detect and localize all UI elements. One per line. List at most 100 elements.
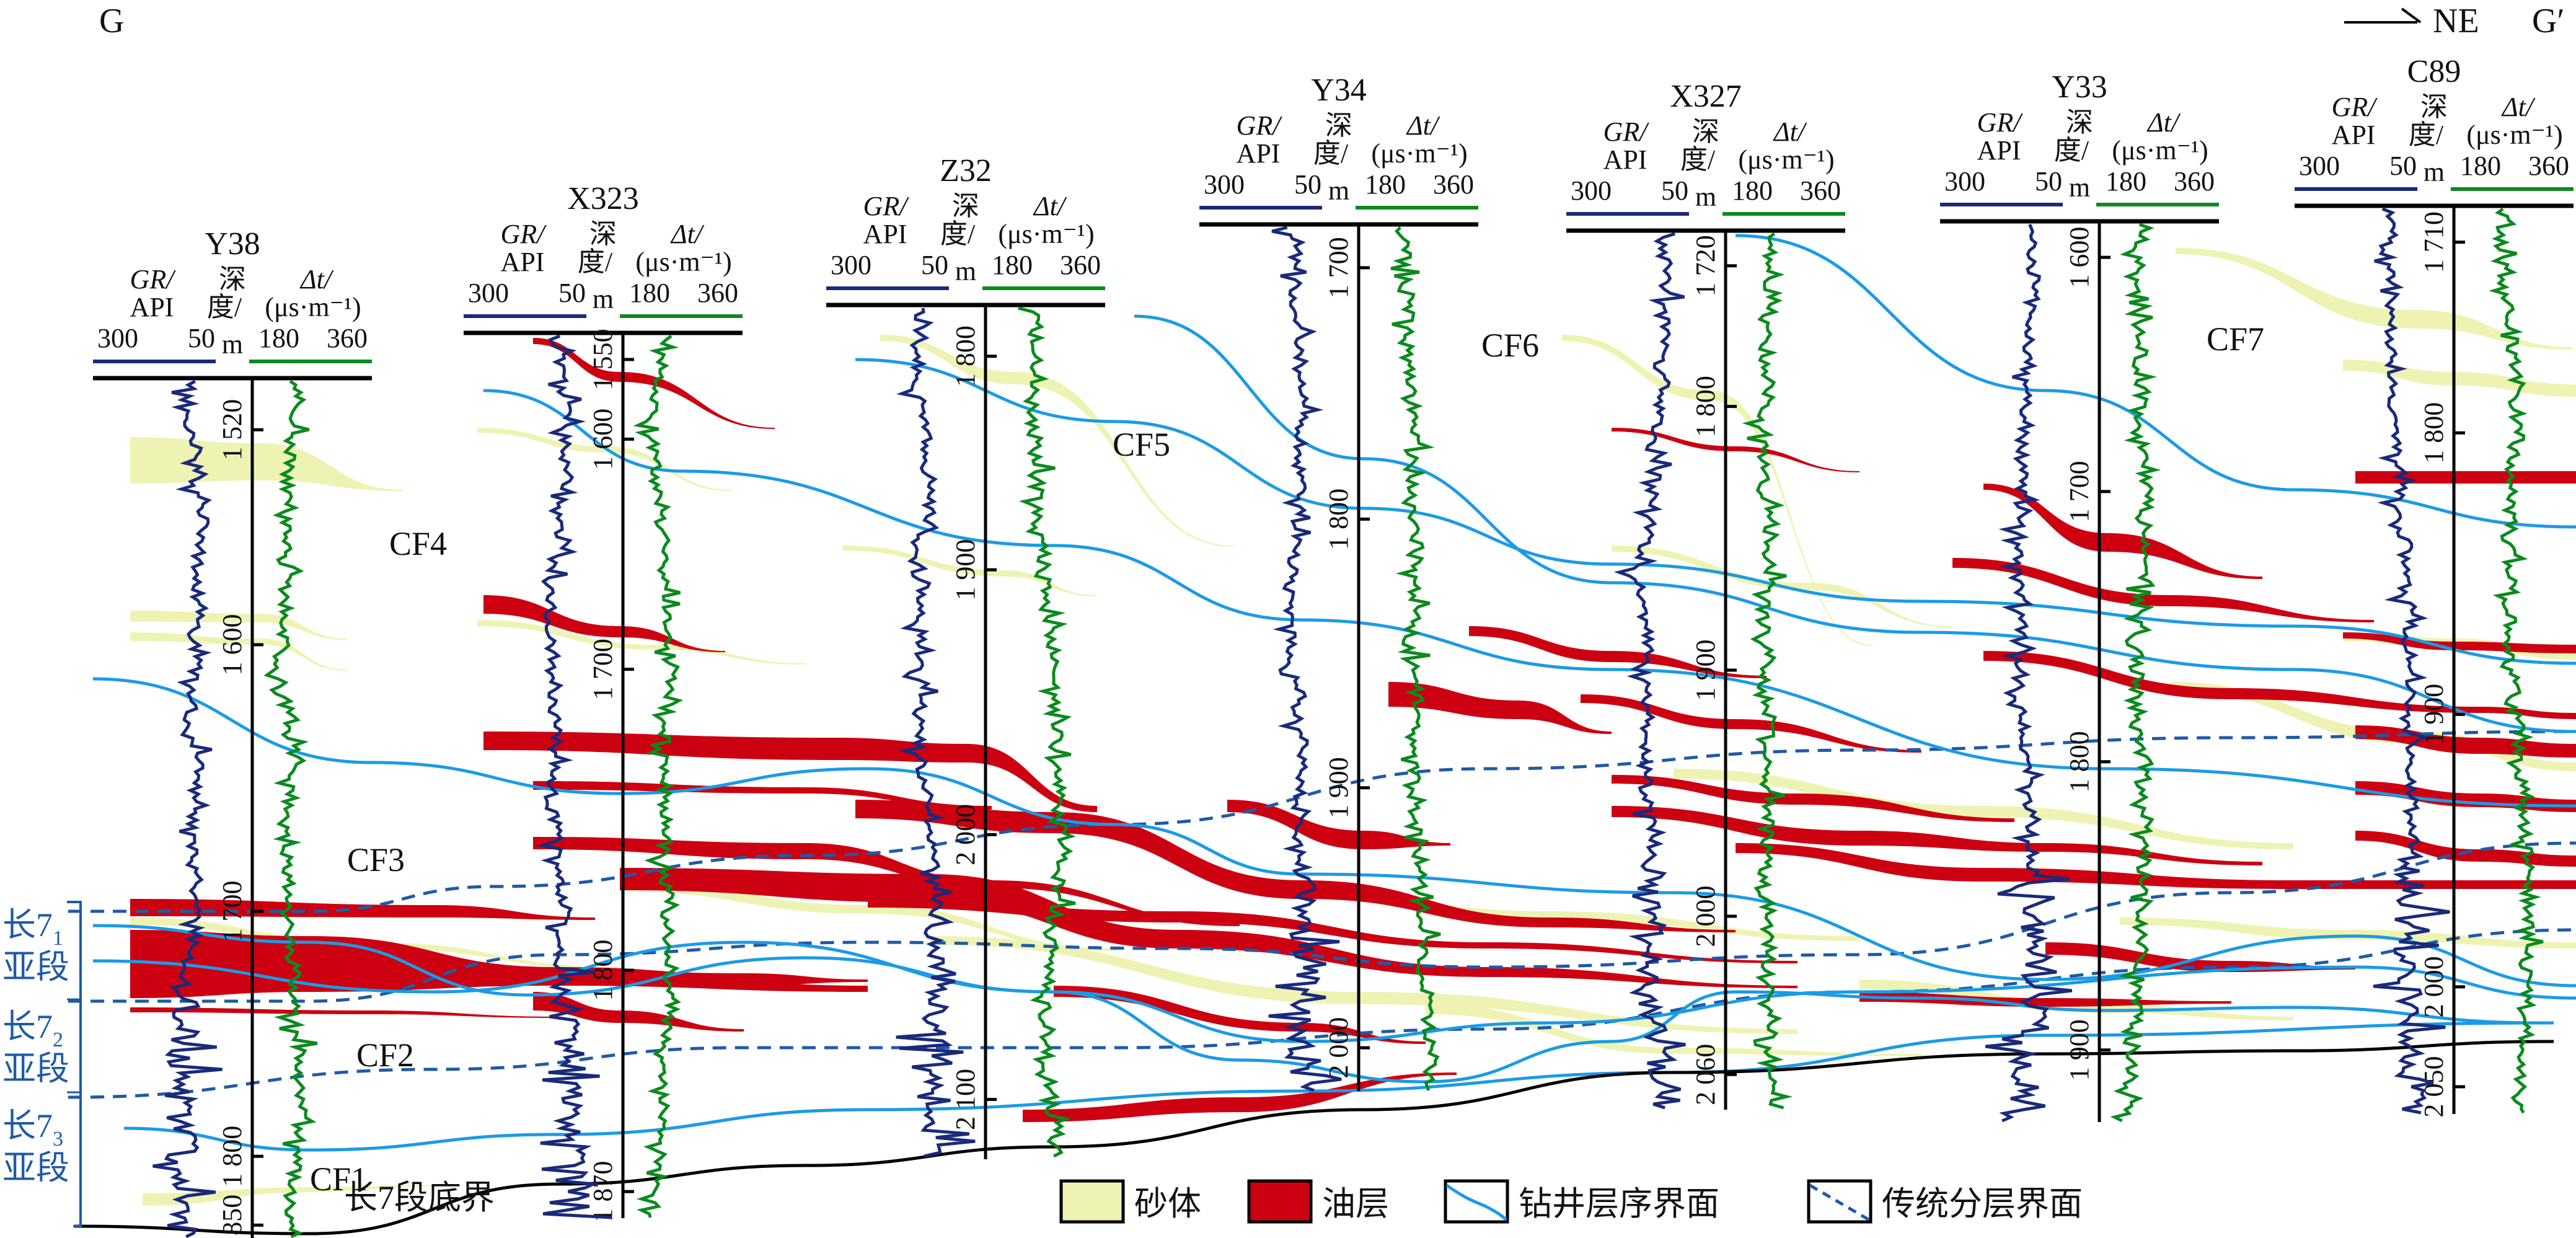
depth-tick-label: 1 800 xyxy=(2419,402,2449,464)
well-y38: Y38 GR/API 深度/Δt/(μs·m⁻¹) 300 50 m 180 360 1 520… xyxy=(93,226,372,1238)
well-name: Y34 xyxy=(1311,73,1367,108)
chang7-base-line xyxy=(74,1040,2554,1236)
chang7-base-boundary xyxy=(74,1040,2554,1236)
depth-tick-label: 1 900 xyxy=(2419,684,2449,745)
gr-header-label: GR/ xyxy=(1603,117,1650,147)
dt-header-label: Δt/ xyxy=(670,219,705,249)
dt-scale-max: 360 xyxy=(327,323,368,353)
depth-unit-m: m xyxy=(955,256,976,286)
legend-item-trad: 传统分层界面 xyxy=(1807,1179,2083,1224)
depth-unit-m: m xyxy=(1695,182,1716,212)
sand-body xyxy=(1562,335,1872,646)
dt-unit-label: (μs·m⁻¹) xyxy=(998,219,1094,249)
depth-tick-label: 1 600 xyxy=(217,614,247,675)
well-y34: Y34 GR/API 深度/Δt/(μs·m⁻¹) 300 50 m 180 360 1 700… xyxy=(1199,73,1478,1092)
dt-header-label: Δt/ xyxy=(1406,110,1440,141)
depth-header-label: 深 xyxy=(219,264,246,294)
depth-tick-label: 1 700 xyxy=(588,639,618,700)
sand-swatch-icon xyxy=(1059,1179,1125,1224)
depth-tick-label: 1 600 xyxy=(588,409,618,470)
cycle-label-cf3: CF3 xyxy=(347,841,405,878)
sand-body xyxy=(2343,360,2576,397)
oil-layer xyxy=(130,1007,558,1018)
oil-layer xyxy=(1581,694,1921,753)
depth-tick-label: 1 870 xyxy=(588,1161,618,1223)
gr-log-curve xyxy=(1985,223,2073,1123)
dt-scale-min: 180 xyxy=(258,323,299,353)
oil-layer xyxy=(483,732,1097,812)
depth-tick-label: 1 800 xyxy=(1690,376,1721,437)
gr-header-label: GR/ xyxy=(2332,92,2378,122)
depth-tick-label: 1 520 xyxy=(217,399,247,461)
gr-log-curve xyxy=(896,307,976,1158)
depth-tick-label: 1 700 xyxy=(217,880,247,942)
depth-tick-label: 1 800 xyxy=(2064,731,2094,792)
direction-indicator: NE xyxy=(2344,2,2479,40)
depth-unit-m: m xyxy=(593,284,614,314)
dt-scale-max: 360 xyxy=(1433,169,1474,200)
gr-log-curve xyxy=(152,379,223,1238)
sand-body xyxy=(130,632,347,671)
depth-tick-label: 1 900 xyxy=(950,539,981,601)
dt-scale-max: 360 xyxy=(697,278,738,308)
sand-body xyxy=(2176,248,2572,350)
traditional-boundary-line xyxy=(68,730,2576,913)
well-y33: Y33 GR/API 深度/Δt/(μs·m⁻¹) 300 50 m 180 360 1 600… xyxy=(1940,69,2219,1123)
oil-layer xyxy=(1983,484,2262,579)
oil-layer xyxy=(533,992,744,1032)
direction-label: NE xyxy=(2433,2,2479,40)
depth-tick-label: 1 800 xyxy=(1323,489,1354,550)
dt-header-label: Δt/ xyxy=(2501,92,2536,122)
well-name: Y33 xyxy=(2052,69,2107,105)
gr-scale-max: 50 xyxy=(558,278,586,308)
oil-layer xyxy=(620,868,1797,988)
gr-log-curve xyxy=(1613,232,1686,1110)
substage-3-suffix: 亚段 xyxy=(2,1149,69,1187)
gr-header-label: GR/ xyxy=(130,264,177,294)
gr-header-label: GR/ xyxy=(501,219,547,249)
well-x327: X327 GR/API 深度/Δt/(μs·m⁻¹) 300 50 m 180 360 1 72… xyxy=(1566,79,1845,1110)
dt-scale-max: 360 xyxy=(2174,166,2215,197)
dt-header-label: Δt/ xyxy=(1033,191,1067,221)
sand-body xyxy=(930,936,1797,1034)
dt-unit-label: (μs·m⁻¹) xyxy=(1738,144,1834,175)
gr-scale-max: 50 xyxy=(2389,151,2417,181)
gr-scale-max: 50 xyxy=(921,250,948,280)
gr-scale-min: 300 xyxy=(831,250,871,280)
depth-tick-label: 2 100 xyxy=(950,1069,981,1130)
dt-log-curve xyxy=(1742,232,1793,1110)
cycle-label-cf5: CF5 xyxy=(1113,426,1170,463)
substage-3-label: 长73 xyxy=(2,1107,63,1151)
gr-unit-label: API xyxy=(863,219,907,249)
gr-scale-min: 300 xyxy=(1571,175,1612,206)
depth-tick-label: 1 720 xyxy=(1690,235,1721,296)
gr-scale-min: 300 xyxy=(97,323,138,353)
dt-log-curve xyxy=(2489,208,2544,1114)
sand-body xyxy=(1674,769,2293,849)
sequence-line-icon xyxy=(1445,1183,1507,1221)
sequence-boundary-line xyxy=(483,389,2576,808)
substage-bracket-line xyxy=(67,901,82,1227)
oil-layer xyxy=(1388,682,1612,734)
depth-unit-label: 度/ xyxy=(2409,120,2444,150)
depth-tick-label: 2 000 xyxy=(1323,1017,1354,1079)
sand-body xyxy=(880,335,1233,547)
legend-label-seq: 钻井层序界面 xyxy=(1519,1185,1719,1223)
oil-layer xyxy=(130,899,595,920)
dt-header-label: Δt/ xyxy=(1773,117,1807,147)
depth-header-label: 深 xyxy=(1325,110,1352,141)
oil-layer xyxy=(2355,471,2576,484)
oil-layer xyxy=(2355,831,2576,867)
gr-unit-label: API xyxy=(501,247,545,277)
depth-tick-label: 2 000 xyxy=(1690,886,1721,947)
sand-body xyxy=(620,880,1116,951)
sequence-boundary-line xyxy=(855,358,2576,665)
dt-scale-min: 180 xyxy=(1732,175,1773,206)
gr-log-curve xyxy=(2373,207,2450,1115)
gr-scale-min: 300 xyxy=(1204,169,1245,200)
depth-tick-label: 2 000 xyxy=(2419,956,2449,1017)
oil-layer xyxy=(855,800,1736,932)
